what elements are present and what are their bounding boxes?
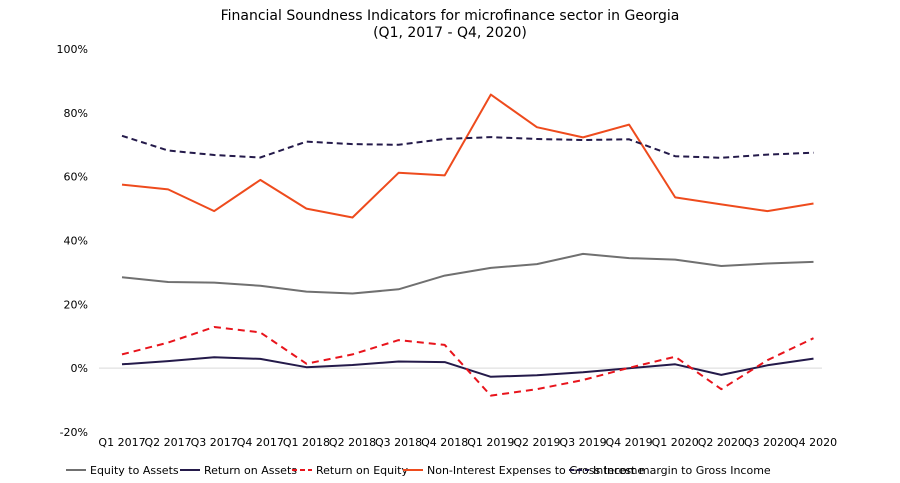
x-tick-label: Q1 2018 xyxy=(283,436,330,449)
x-tick-label: Q2 2019 xyxy=(513,436,560,449)
y-tick-label: 0% xyxy=(71,362,88,375)
x-tick-label: Q3 2020 xyxy=(744,436,791,449)
series-line-interest-margin-to-gross-income xyxy=(121,134,814,159)
x-tick-label: Q1 2017 xyxy=(98,436,145,449)
legend-item: Non-Interest Expenses to Gross Income xyxy=(403,464,644,477)
x-tick-label: Q2 2018 xyxy=(329,436,376,449)
y-tick-label: 40% xyxy=(64,235,88,248)
legend: Equity to Assets Return on Assets Return o… xyxy=(66,464,771,477)
legend-label: Interest margin to Gross Income xyxy=(593,464,771,477)
x-tick-label: Q1 2020 xyxy=(652,436,699,449)
x-tick-label: Q1 2019 xyxy=(467,436,514,449)
series-lines xyxy=(121,93,814,397)
series-line-return-on-equity xyxy=(121,326,814,397)
legend-item: Return on Assets xyxy=(180,464,297,477)
x-tick-label: Q4 2019 xyxy=(606,436,653,449)
legend-label: Return on Assets xyxy=(204,464,297,477)
legend-item: Return on Equity xyxy=(292,464,408,477)
chart-title: Financial Soundness Indicators for micro… xyxy=(220,8,680,24)
x-tick-label: Q4 2017 xyxy=(237,436,284,449)
legend-label: Non-Interest Expenses to Gross Income xyxy=(427,464,644,477)
x-tick-label: Q3 2019 xyxy=(559,436,606,449)
legend-item: Equity to Assets xyxy=(66,464,179,477)
x-tick-label: Q3 2017 xyxy=(191,436,238,449)
y-tick-label: 100% xyxy=(57,43,88,56)
x-tick-label: Q4 2018 xyxy=(421,436,468,449)
x-tick-label: Q2 2017 xyxy=(145,436,192,449)
series-line-equity-to-assets xyxy=(121,252,814,295)
chart-subtitle: (Q1, 2017 - Q4, 2020) xyxy=(373,25,527,41)
y-tick-label: -20% xyxy=(60,426,88,439)
x-tick-label: Q4 2020 xyxy=(790,436,837,449)
y-tick-label: 60% xyxy=(64,171,88,184)
x-tick-label: Q2 2020 xyxy=(698,436,745,449)
y-tick-label: 20% xyxy=(64,298,88,311)
chart-title-block: Financial Soundness Indicators for micro… xyxy=(0,8,900,42)
legend-item: Interest margin to Gross Income xyxy=(569,464,771,477)
series-line-non-interest-expenses-to-gross-income xyxy=(121,93,814,219)
x-tick-label: Q3 2018 xyxy=(375,436,422,449)
y-axis-ticks: 100% 80% 60% 40% 20% 0% -20% xyxy=(57,43,88,439)
y-tick-label: 80% xyxy=(64,107,88,120)
legend-label: Equity to Assets xyxy=(90,464,179,477)
legend-label: Return on Equity xyxy=(316,464,408,477)
series-line-return-on-assets xyxy=(121,356,814,378)
